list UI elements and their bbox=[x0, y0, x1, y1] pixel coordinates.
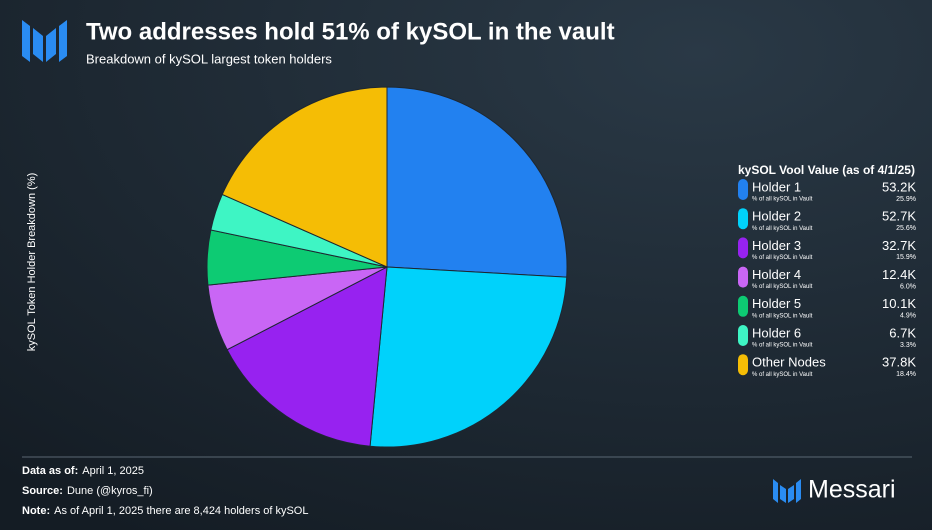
legend-swatch bbox=[738, 354, 748, 376]
footer-label: Note: bbox=[22, 505, 50, 517]
footer-text: April 1, 2025 bbox=[82, 465, 144, 477]
subtitle: Breakdown of kySOL largest token holders bbox=[86, 51, 332, 66]
legend-sublabel: % of all kySOL in Vault bbox=[752, 343, 813, 349]
footer-note: Data as of: April 1, 2025 bbox=[22, 465, 144, 477]
legend-label: Holder 4 bbox=[752, 267, 801, 282]
legend-percent: 25.9% bbox=[896, 196, 916, 203]
legend-swatch bbox=[738, 208, 748, 230]
legend-amount: 52.7K bbox=[882, 209, 916, 224]
footer-note: Source: Dune (@kyros_fi) bbox=[22, 485, 153, 497]
legend-label: Holder 5 bbox=[752, 296, 801, 311]
legend-label: Holder 3 bbox=[752, 238, 801, 253]
pie-slice bbox=[386, 86, 568, 278]
footer-label: Source: bbox=[22, 485, 63, 497]
legend-percent: 25.6% bbox=[896, 225, 916, 232]
legend-percent: 6.0% bbox=[900, 283, 916, 290]
legend-label: Holder 6 bbox=[752, 325, 801, 340]
pie-slice bbox=[226, 266, 388, 447]
pie-slice bbox=[221, 86, 388, 268]
footer-label: Data as of: bbox=[22, 465, 78, 477]
title: Two addresses hold 51% of kySOL in the v… bbox=[86, 18, 615, 45]
legend-amount: 37.8K bbox=[882, 355, 916, 370]
logo-icon bbox=[22, 20, 67, 62]
legend-label: Holder 2 bbox=[752, 209, 801, 224]
legend-swatch bbox=[738, 325, 748, 346]
legend-amount: 6.7K bbox=[889, 325, 916, 340]
legend-amount: 32.7K bbox=[882, 238, 916, 253]
brand-icon bbox=[773, 479, 801, 503]
brand: Messari bbox=[808, 476, 896, 504]
y-axis-label: kySOL Token Holder Breakdown (%) bbox=[26, 173, 38, 352]
footer-text: Dune (@kyros_fi) bbox=[67, 485, 153, 497]
legend-swatch bbox=[738, 266, 748, 288]
legend-percent: 15.9% bbox=[896, 254, 916, 261]
legend-swatch bbox=[738, 179, 748, 200]
legend-sublabel: % of all kySOL in Vault bbox=[752, 226, 813, 232]
legend-sublabel: % of all kySOL in Vault bbox=[752, 284, 813, 290]
legend-sublabel: % of all kySOL in Vault bbox=[752, 313, 813, 319]
footer-note: Note: As of April 1, 2025 there are 8,424… bbox=[22, 505, 308, 517]
footer-text: As of April 1, 2025 there are 8,424 hold… bbox=[54, 505, 308, 517]
legend-percent: 3.3% bbox=[900, 342, 916, 349]
legend-amount: 10.1K bbox=[882, 296, 916, 311]
legend-sublabel: % of all kySOL in Vault bbox=[752, 197, 813, 203]
legend-percent: 4.9% bbox=[900, 313, 916, 320]
legend-swatch bbox=[738, 237, 748, 259]
legend-swatch bbox=[738, 295, 748, 317]
pie-slice bbox=[369, 266, 568, 448]
legend-label: Other Nodes bbox=[752, 355, 826, 370]
legend-title: kySOL Vool Value (as of 4/1/25) bbox=[738, 163, 915, 177]
legend-percent: 18.4% bbox=[896, 371, 916, 378]
legend-label: Holder 1 bbox=[752, 179, 801, 194]
legend-sublabel: % of all kySOL in Vault bbox=[752, 255, 813, 261]
legend-sublabel: % of all kySOL in Vault bbox=[752, 372, 813, 378]
legend-amount: 12.4K bbox=[882, 267, 916, 282]
legend-amount: 53.2K bbox=[882, 179, 916, 194]
